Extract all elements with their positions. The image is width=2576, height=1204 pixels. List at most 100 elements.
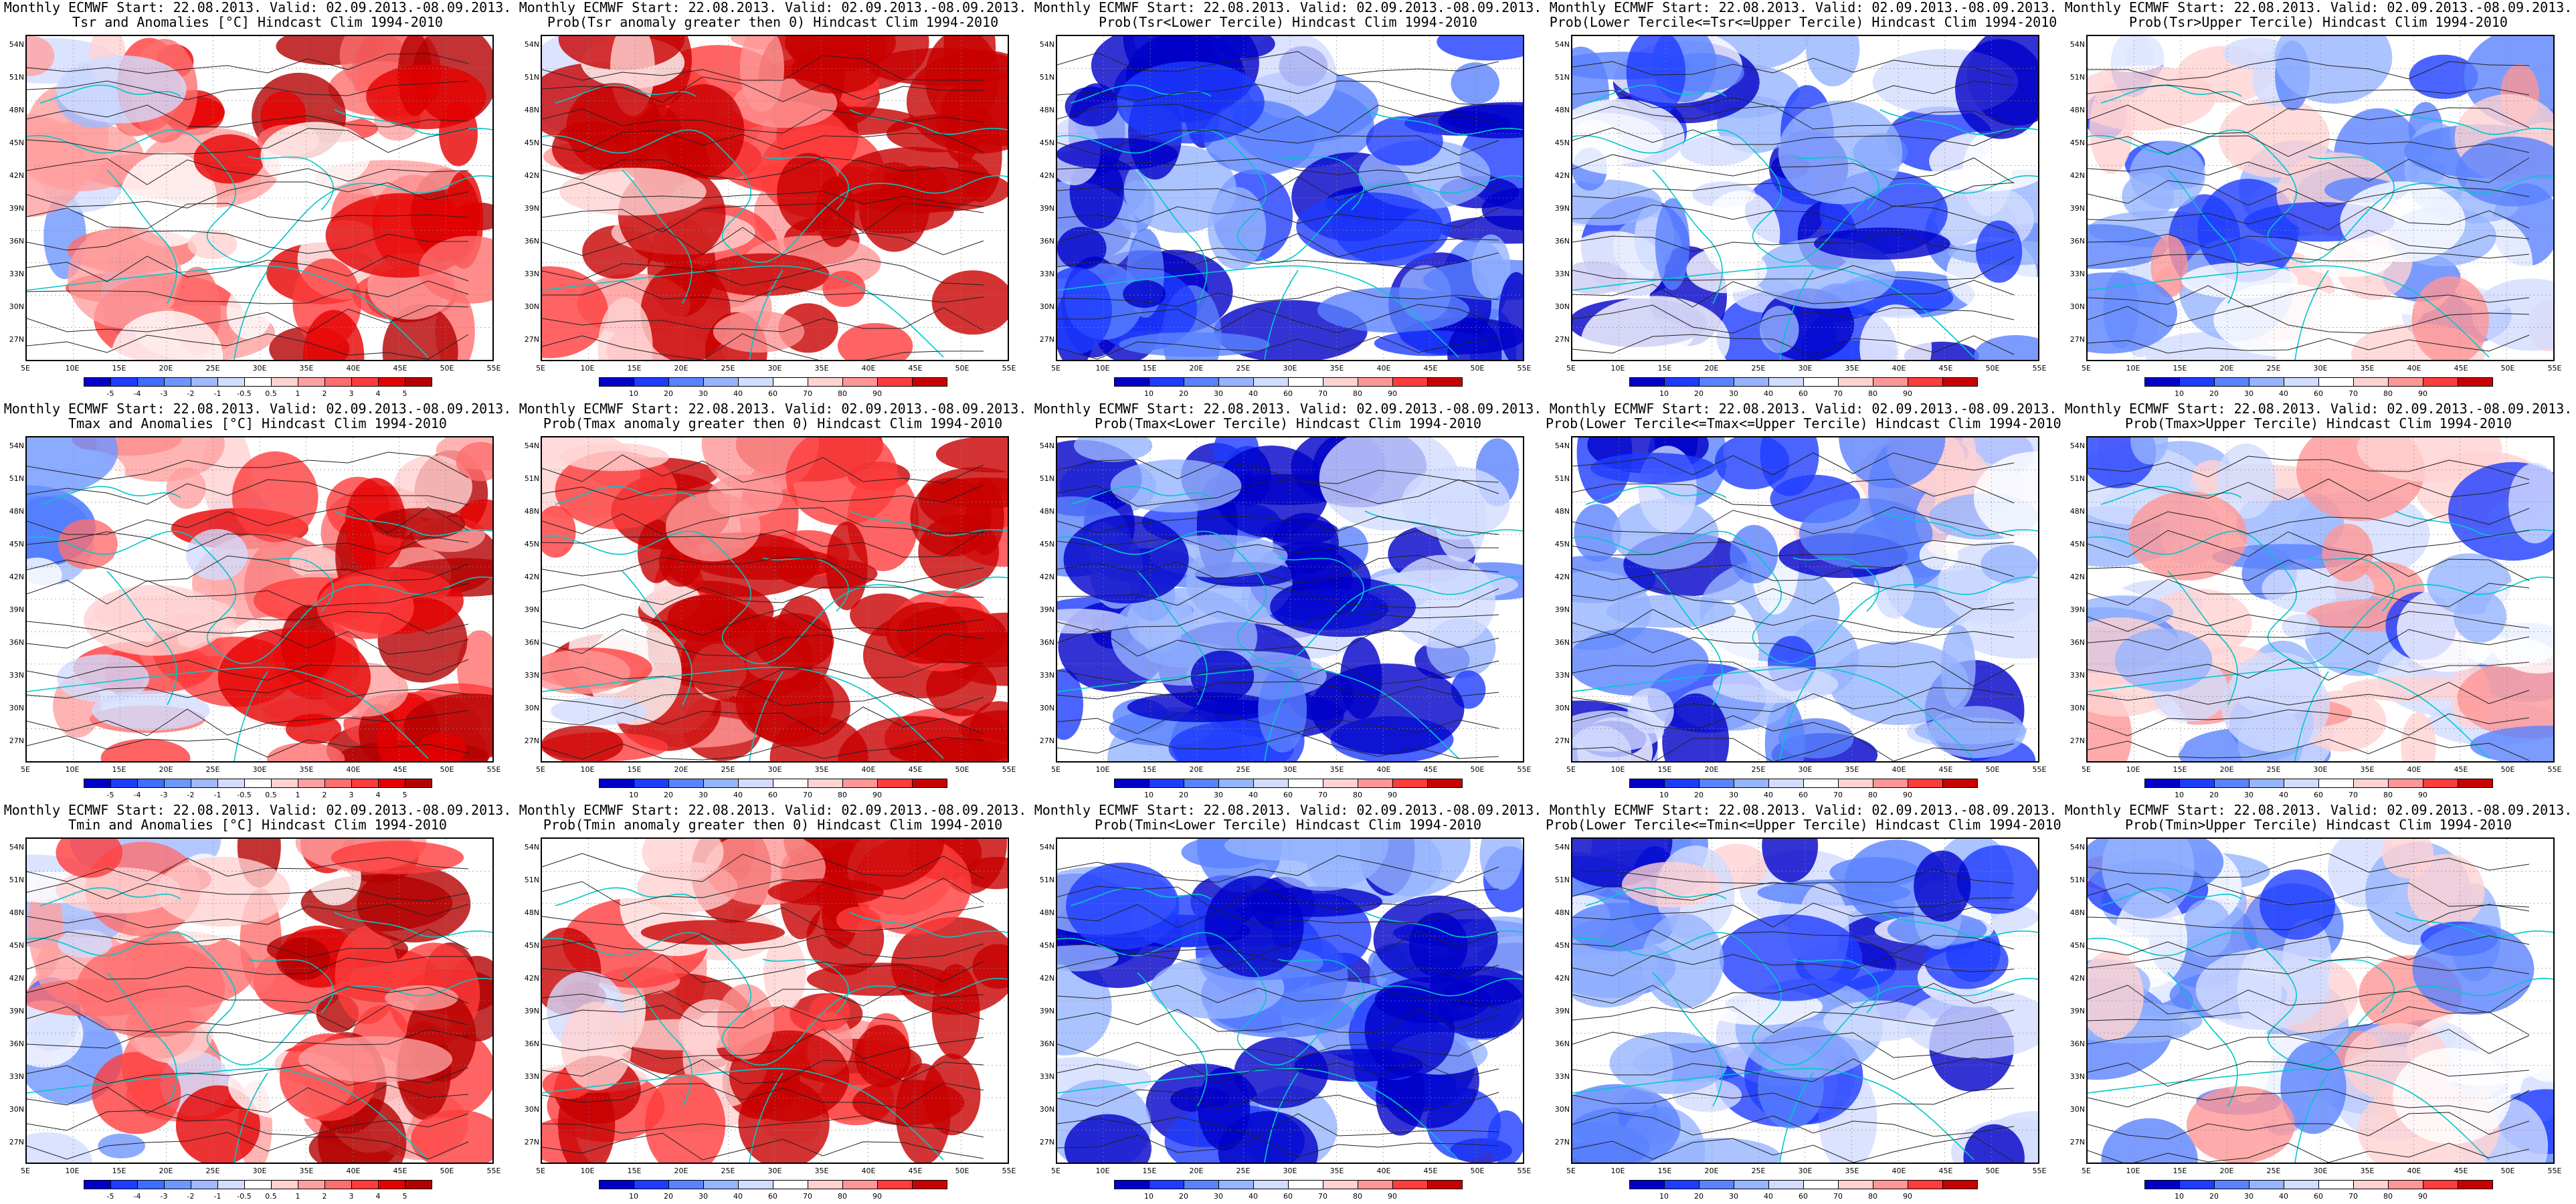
colorbar-swatch	[351, 779, 379, 788]
lon-tick-label: 10E	[1611, 364, 1625, 373]
colorbar-tick-label: 80	[2383, 1192, 2393, 1201]
lon-tick-label: 15E	[112, 364, 126, 373]
lat-tick-label: 45N	[1039, 540, 1054, 548]
colorbar-swatch	[842, 779, 878, 788]
lon-tick-label: 40E	[1892, 364, 1906, 373]
lat-tick-label: 27N	[1554, 335, 1570, 344]
lat-tick-label: 27N	[9, 736, 24, 745]
colorbar-tick-label: 30	[1214, 389, 1223, 398]
lat-tick-label: 51N	[1039, 73, 1054, 82]
colorbar-swatch	[110, 377, 138, 387]
colorbar-swatch	[137, 377, 165, 387]
lat-tick-label: 45N	[524, 941, 539, 950]
lon-tick-label: 5E	[21, 765, 30, 774]
colorbar-swatch	[1358, 779, 1393, 788]
colorbar-labels: 10 20 30 40 60 70 80 90	[599, 1192, 947, 1201]
colorbar-swatch	[1114, 1180, 1149, 1189]
colorbar-swatch	[808, 377, 843, 387]
colorbar-swatch	[164, 779, 191, 788]
colorbar-tick-label: 90	[1388, 389, 1397, 398]
colorbar-tick-label: 30	[2244, 389, 2253, 398]
panel-header-line: Monthly ECMWF Start: 22.08.2013. Valid: …	[1549, 802, 2057, 818]
map-panel-r1c5: Monthly ECMWF Start: 22.08.2013. Valid: …	[2061, 0, 2576, 401]
colorbar	[2144, 377, 2493, 388]
map-panel-r1c3: Monthly ECMWF Start: 22.08.2013. Valid: …	[1030, 0, 1546, 401]
lat-tick-label: 27N	[524, 335, 539, 344]
panel-title: Tsr and Anomalies [°C] Hindcast Clim 199…	[72, 14, 443, 30]
lon-tick-label: 15E	[112, 765, 126, 774]
map-canvas	[542, 839, 1008, 1163]
colorbar-tick-label: 10	[2175, 791, 2184, 799]
colorbar-tick-label: 80	[838, 791, 847, 799]
lat-tick-label: 36N	[524, 237, 539, 245]
colorbar-tick-label: 90	[872, 1192, 882, 1201]
colorbar-swatch	[842, 377, 878, 387]
lat-tick-label: 54N	[2069, 441, 2085, 450]
lon-tick-label: 45E	[1938, 364, 1953, 373]
colorbar-tick-label: 90	[872, 389, 882, 398]
panel-title: Prob(Tsr<Lower Tercile) Hindcast Clim 19…	[1099, 14, 1477, 30]
lon-tick-label: 20E	[1704, 1167, 1719, 1175]
lon-tick-label: 5E	[536, 765, 545, 774]
lat-tick-label: 48N	[1039, 507, 1054, 516]
colorbar-tick-label: 70	[803, 389, 812, 398]
lon-tick-label: 25E	[1751, 364, 1766, 373]
forecast-map	[541, 436, 1009, 763]
lon-tick-label: 55E	[2547, 364, 2562, 373]
colorbar-swatch	[2388, 377, 2423, 387]
colorbar-swatch	[191, 779, 218, 788]
colorbar-swatch	[1184, 779, 1219, 788]
lon-tick-label: 50E	[440, 1167, 454, 1175]
lat-tick-label: 39N	[1554, 1007, 1570, 1015]
colorbar-swatch	[1288, 779, 1323, 788]
colorbar-tick-label: 80	[838, 1192, 847, 1201]
colorbar-tick-label: -4	[133, 791, 141, 799]
lat-tick-label: 30N	[1039, 1105, 1054, 1114]
colorbar-tick-label: -2	[187, 389, 195, 398]
lat-tick-label: 27N	[9, 335, 24, 344]
lon-tick-label: 35E	[2360, 1167, 2375, 1175]
panel-title: Tmax and Anomalies [°C] Hindcast Clim 19…	[68, 415, 447, 431]
colorbar-swatch	[1358, 1180, 1393, 1189]
map-canvas	[27, 36, 492, 360]
colorbar-swatch	[1184, 1180, 1219, 1189]
colorbar-swatch	[1664, 377, 1699, 387]
lat-tick-label: 36N	[2069, 237, 2085, 245]
colorbar-labels: 10 20 30 40 60 70 80 90	[2144, 1192, 2492, 1201]
lat-tick-label: 36N	[1039, 1039, 1054, 1048]
colorbar-swatch	[1149, 377, 1184, 387]
lat-tick-label: 30N	[1554, 302, 1570, 311]
lat-tick-label: 48N	[1039, 106, 1054, 114]
lat-tick-label: 48N	[524, 908, 539, 917]
panel-title: Prob(Lower Tercile<=Tmin<=Upper Tercile)…	[1546, 817, 2061, 833]
lon-tick-label: 40E	[1376, 765, 1391, 774]
colorbar-swatch	[842, 1180, 878, 1189]
colorbar-tick-label: 10	[1659, 791, 1669, 799]
lat-tick-label: 36N	[1039, 237, 1054, 245]
lon-tick-label: 35E	[814, 364, 829, 373]
colorbar-tick-label: 20	[664, 389, 673, 398]
colorbar-tick-label: -0.5	[237, 791, 252, 799]
panel-title: Prob(Tmin>Upper Tercile) Hindcast Clim 1…	[2125, 817, 2512, 833]
lon-tick-label: 55E	[1002, 765, 1016, 774]
colorbar-swatch	[191, 377, 218, 387]
colorbar-tick-label: 10	[1659, 1192, 1669, 1201]
lat-tick-label: 48N	[1554, 106, 1570, 114]
lat-tick-label: 51N	[1554, 876, 1570, 884]
map-panel-r3c1: Monthly ECMWF Start: 22.08.2013. Valid: …	[0, 803, 515, 1204]
colorbar-swatch	[2423, 1180, 2458, 1189]
colorbar-swatch	[2388, 1180, 2423, 1189]
lat-tick-label: 39N	[1039, 605, 1054, 614]
lat-tick-label: 48N	[2069, 908, 2085, 917]
colorbar-labels: 10 20 30 40 60 70 80 90	[1114, 389, 1462, 399]
colorbar-tick-label: 5	[402, 1192, 407, 1201]
colorbar-tick-label: 1	[295, 389, 300, 398]
lat-tick-label: 27N	[9, 1138, 24, 1146]
colorbar-swatch	[1908, 1180, 1943, 1189]
colorbar-tick-label: -4	[133, 1192, 141, 1201]
lat-tick-label: 45N	[524, 138, 539, 147]
lon-tick-label: 5E	[21, 364, 30, 373]
forecast-map	[2086, 35, 2555, 361]
panel-header-line: Monthly ECMWF Start: 22.08.2013. Valid: …	[519, 401, 1027, 417]
lon-tick-label: 50E	[2500, 1167, 2515, 1175]
